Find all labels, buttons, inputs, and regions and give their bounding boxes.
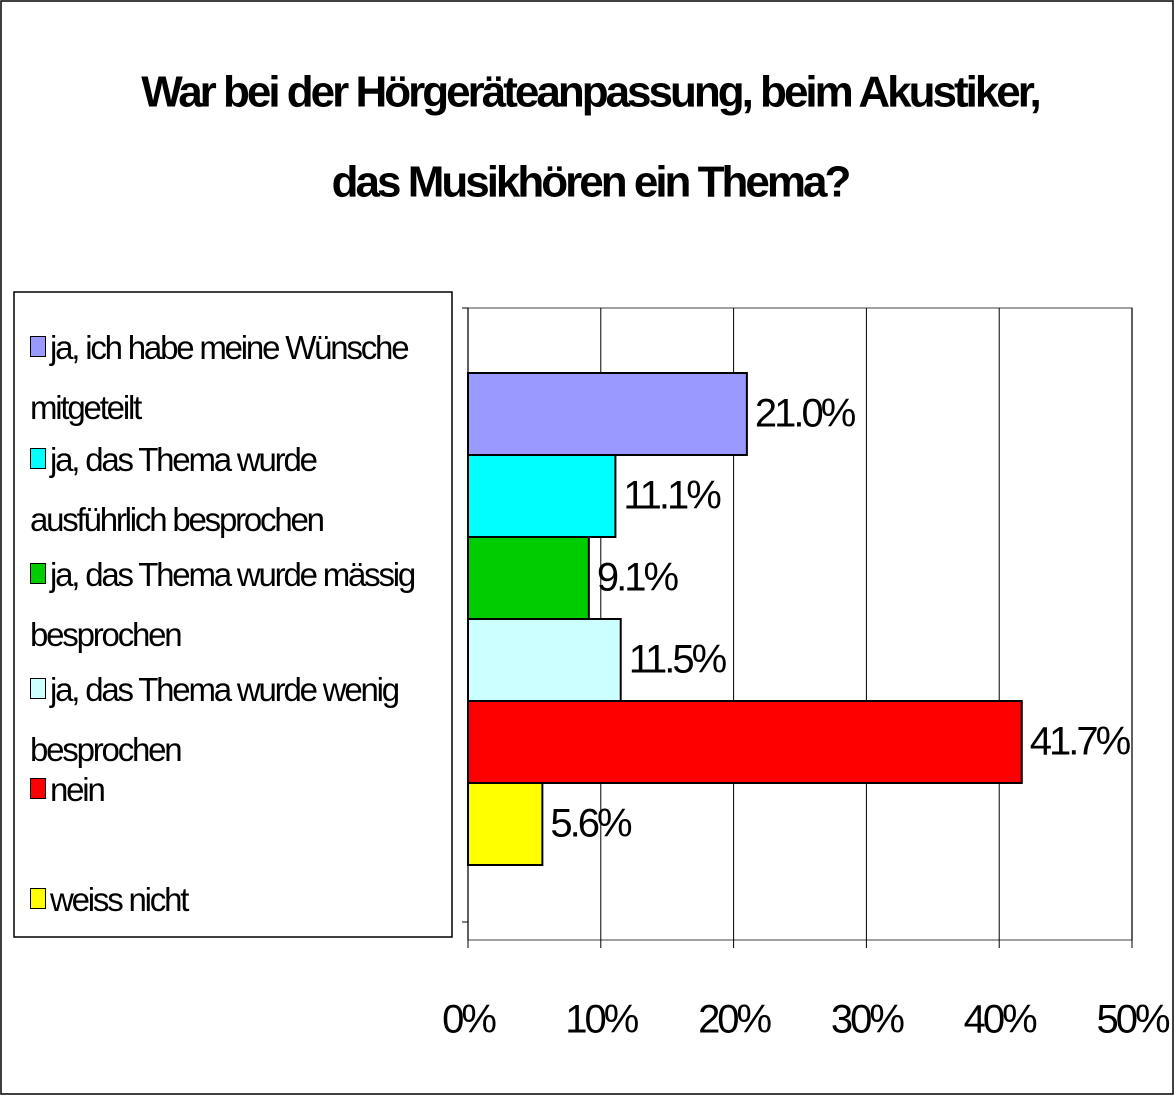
chart-title: das Musikhören ein Thema? (332, 158, 850, 207)
value-label: 11.5% (629, 638, 727, 682)
x-tick-label: 10% (565, 998, 638, 1042)
value-label: 21.0% (755, 392, 856, 436)
x-tick-label: 40% (964, 998, 1037, 1042)
legend-swatch (30, 678, 46, 699)
legend-swatch (30, 563, 46, 584)
value-label: 41.7% (1030, 720, 1131, 764)
bar (467, 618, 622, 702)
legend-item: ja, das Thema wurde wenig besprochen (30, 660, 450, 780)
x-tick-label: 0% (442, 998, 496, 1042)
value-label: 9.1% (597, 556, 679, 600)
legend-item: ja, das Thema wurde ausführlich besproch… (30, 430, 450, 550)
x-tick-label: 30% (831, 998, 904, 1042)
legend-swatch (30, 778, 46, 799)
legend-box (13, 291, 453, 938)
value-label: 11.1% (623, 474, 721, 518)
legend-label: nein (50, 771, 106, 808)
bar (467, 536, 590, 620)
legend-label: ja, das Thema wurde ausführlich besproch… (30, 441, 325, 538)
x-tick-label: 50% (1096, 998, 1169, 1042)
legend-swatch (30, 336, 46, 357)
x-tick-label: 20% (698, 998, 771, 1042)
bar (467, 700, 1023, 784)
bar (467, 782, 544, 866)
bar (467, 454, 617, 538)
legend-swatch (30, 888, 46, 909)
bar (467, 372, 748, 456)
legend-label: ja, das Thema wurde mässig besprochen (30, 556, 416, 653)
legend-label: ja, ich habe meine Wünsche mitgeteilt (30, 329, 410, 426)
legend-item: ja, ich habe meine Wünsche mitgeteilt (30, 318, 450, 438)
chart-title: War bei der Hörgeräteanpassung, beim Aku… (141, 68, 1039, 117)
legend-swatch (30, 448, 46, 469)
legend-label: weiss nicht (50, 881, 189, 918)
legend-item: nein (30, 760, 450, 820)
legend-item: ja, das Thema wurde mässig besprochen (30, 545, 450, 665)
value-label: 5.6% (550, 802, 632, 846)
legend-item: weiss nicht (30, 870, 450, 930)
legend-label: ja, das Thema wurde wenig besprochen (30, 671, 400, 768)
